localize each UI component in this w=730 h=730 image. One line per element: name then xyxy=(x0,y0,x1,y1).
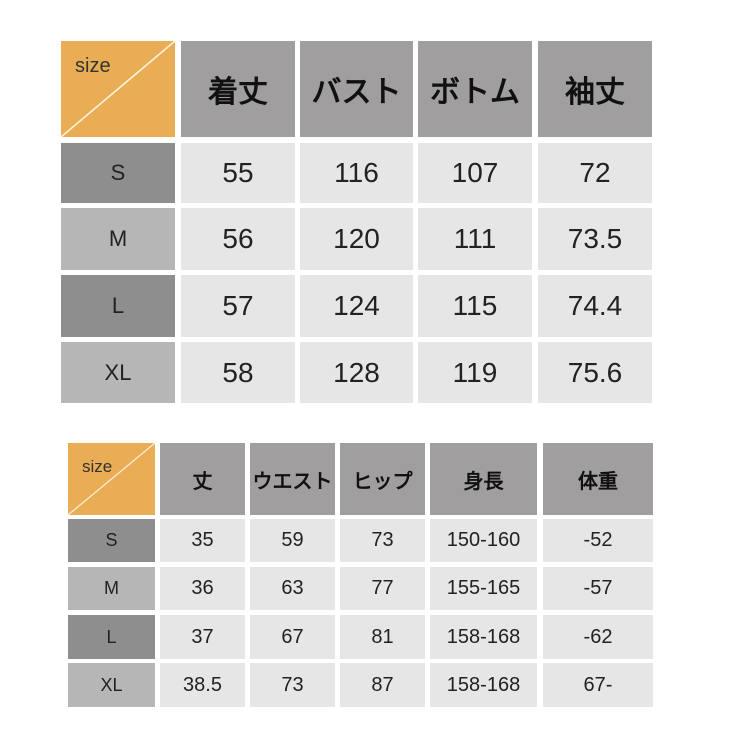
table-cell: 73.5 xyxy=(538,208,652,270)
diagonal-line xyxy=(68,443,155,515)
table-cell: 111 xyxy=(418,208,532,270)
corner-label: size xyxy=(82,457,113,476)
column-header: 丈 xyxy=(160,443,245,515)
table-cell: 107 xyxy=(418,143,532,203)
row-label-size: S xyxy=(68,519,155,562)
row-label-size: L xyxy=(68,615,155,659)
size-corner-cell: size xyxy=(61,41,175,137)
column-header: ウエスト xyxy=(250,443,335,515)
table-cell: 128 xyxy=(300,342,413,403)
row-label-size: L xyxy=(61,275,175,337)
row-label-size: M xyxy=(61,208,175,270)
table-cell: 35 xyxy=(160,519,245,562)
table-cell: 81 xyxy=(340,615,425,659)
table-cell: -57 xyxy=(543,567,653,610)
column-header: ボトム xyxy=(418,41,532,137)
table-cell: 63 xyxy=(250,567,335,610)
table-cell: 37 xyxy=(160,615,245,659)
corner-label: size xyxy=(75,55,111,77)
table-cell: 77 xyxy=(340,567,425,610)
table-cell: 57 xyxy=(181,275,295,337)
table-cell: -62 xyxy=(543,615,653,659)
column-header: 身長 xyxy=(430,443,537,515)
row-label-size: M xyxy=(68,567,155,610)
table-cell: 116 xyxy=(300,143,413,203)
table-cell: 58 xyxy=(181,342,295,403)
table-cell: 155-165 xyxy=(430,567,537,610)
table-cell: -52 xyxy=(543,519,653,562)
row-label-size: XL xyxy=(68,663,155,707)
table-cell: 36 xyxy=(160,567,245,610)
column-header: 袖丈 xyxy=(538,41,652,137)
table-cell: 56 xyxy=(181,208,295,270)
diagonal-line xyxy=(61,41,175,137)
table-cell: 73 xyxy=(250,663,335,707)
table-cell: 55 xyxy=(181,143,295,203)
column-header: 体重 xyxy=(543,443,653,515)
table-cell: 59 xyxy=(250,519,335,562)
column-header: ヒップ xyxy=(340,443,425,515)
table-cell: 158-168 xyxy=(430,663,537,707)
row-label-size: S xyxy=(61,143,175,203)
table-cell: 120 xyxy=(300,208,413,270)
table-cell: 72 xyxy=(538,143,652,203)
table-cell: 87 xyxy=(340,663,425,707)
table-cell: 150-160 xyxy=(430,519,537,562)
table-cell: 67 xyxy=(250,615,335,659)
table-cell: 73 xyxy=(340,519,425,562)
table-cell: 119 xyxy=(418,342,532,403)
table-cell: 158-168 xyxy=(430,615,537,659)
table-cell: 38.5 xyxy=(160,663,245,707)
table-cell: 124 xyxy=(300,275,413,337)
column-header: 着丈 xyxy=(181,41,295,137)
table-cell: 75.6 xyxy=(538,342,652,403)
size-corner-cell: size xyxy=(68,443,155,515)
row-label-size: XL xyxy=(61,342,175,403)
table-cell: 74.4 xyxy=(538,275,652,337)
table-cell: 115 xyxy=(418,275,532,337)
column-header: バスト xyxy=(300,41,413,137)
table-cell: 67- xyxy=(543,663,653,707)
